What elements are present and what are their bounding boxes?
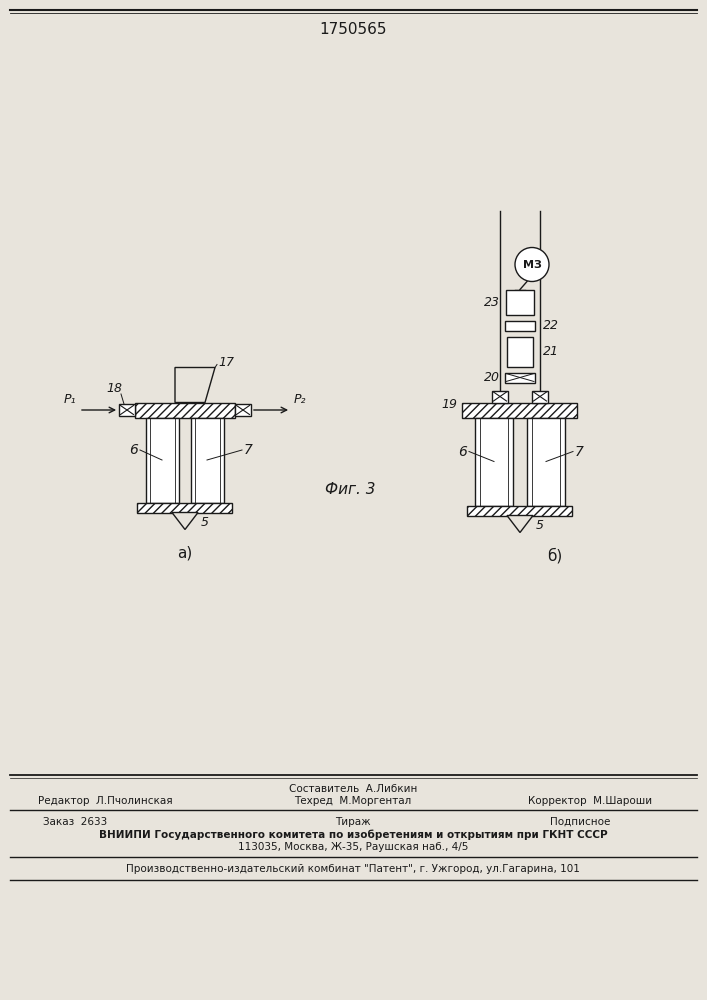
Text: 7: 7 <box>244 443 253 457</box>
Text: 21: 21 <box>543 345 559 358</box>
Bar <box>462 402 578 418</box>
Bar <box>135 402 235 418</box>
Text: Заказ  2633: Заказ 2633 <box>43 817 107 827</box>
Bar <box>492 390 508 402</box>
Bar <box>191 418 224 502</box>
Bar <box>527 418 565 506</box>
Text: б): б) <box>547 548 563 563</box>
Circle shape <box>515 247 549 282</box>
Polygon shape <box>507 516 533 532</box>
Text: P₁: P₁ <box>64 393 76 406</box>
Text: Составитель  А.Либкин: Составитель А.Либкин <box>289 784 417 794</box>
Text: МЗ: МЗ <box>522 259 542 269</box>
Text: ВНИИПИ Государственного комитета по изобретениям и открытиям при ГКНТ СССР: ВНИИПИ Государственного комитета по изоб… <box>99 830 607 840</box>
Text: 22: 22 <box>543 319 559 332</box>
Text: 7: 7 <box>575 444 584 458</box>
Text: Техред  М.Моргентал: Техред М.Моргентал <box>294 796 411 806</box>
Text: Фиг. 3: Фиг. 3 <box>325 483 375 497</box>
Text: 5: 5 <box>536 519 544 532</box>
Text: 6: 6 <box>458 444 467 458</box>
Text: 1750565: 1750565 <box>320 22 387 37</box>
Bar <box>146 418 179 502</box>
Text: Подписное: Подписное <box>550 817 610 827</box>
Bar <box>467 506 573 516</box>
Polygon shape <box>172 512 198 530</box>
Bar <box>235 404 251 416</box>
Text: 6: 6 <box>129 443 138 457</box>
Bar <box>532 390 548 402</box>
Text: Корректор  М.Шароши: Корректор М.Шароши <box>528 796 652 806</box>
Text: 5: 5 <box>201 516 209 529</box>
Bar <box>505 372 535 382</box>
Bar <box>119 404 135 416</box>
Bar <box>475 418 513 506</box>
Text: Тираж: Тираж <box>335 817 370 827</box>
Bar <box>505 320 535 330</box>
Text: 113035, Москва, Ж-35, Раушская наб., 4/5: 113035, Москва, Ж-35, Раушская наб., 4/5 <box>238 842 468 852</box>
Text: 23: 23 <box>484 296 500 308</box>
Bar <box>137 502 233 512</box>
Text: 20: 20 <box>484 371 500 384</box>
Text: Производственно-издательский комбинат "Патент", г. Ужгород, ул.Гагарина, 101: Производственно-издательский комбинат "П… <box>126 864 580 874</box>
Text: Редактор  Л.Пчолинская: Редактор Л.Пчолинская <box>37 796 173 806</box>
Bar <box>507 336 533 366</box>
Polygon shape <box>175 367 215 402</box>
Text: а): а) <box>177 545 192 560</box>
Text: 19: 19 <box>441 398 457 412</box>
Bar <box>506 290 534 314</box>
Text: P₂: P₂ <box>294 393 307 406</box>
Text: 17: 17 <box>218 356 234 369</box>
Text: 18: 18 <box>106 381 122 394</box>
